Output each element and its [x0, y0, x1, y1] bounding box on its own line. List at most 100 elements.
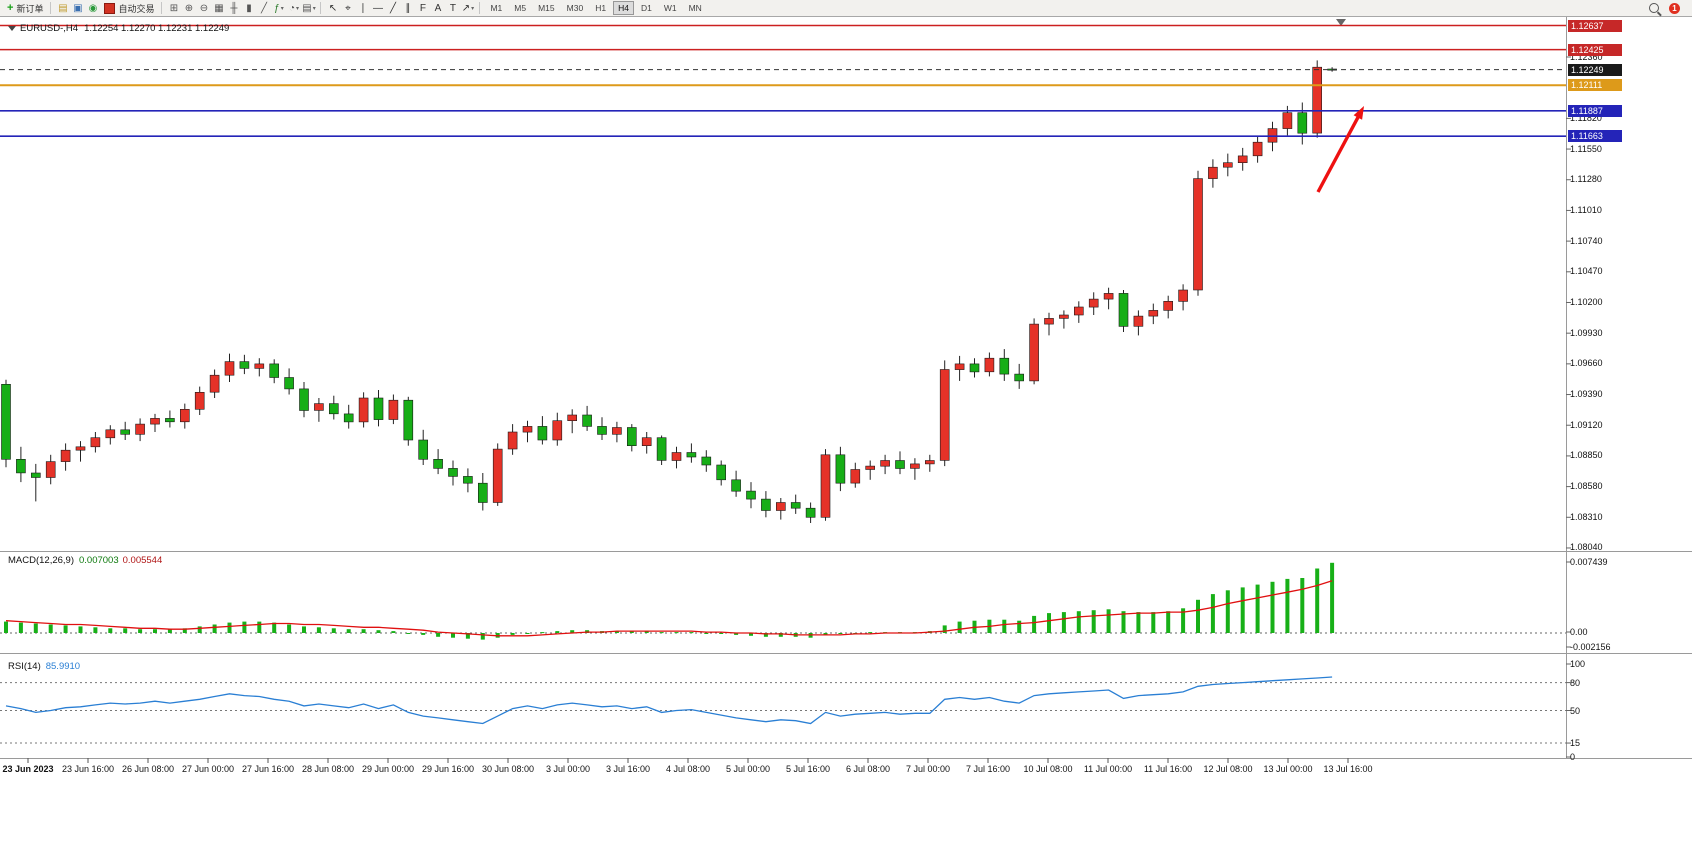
macd-histogram-bar: [555, 631, 560, 633]
zoom-out-icon[interactable]: ⊖: [199, 2, 209, 14]
toolbar-icon-group-panels: ▤ ▣ ◉: [55, 1, 100, 16]
macd-histogram-bar: [778, 633, 783, 637]
macd-histogram-bar: [689, 632, 694, 634]
candlestick: [1014, 363, 1025, 389]
new-chart-icon[interactable]: ⊞: [169, 2, 179, 14]
trend-arrow[interactable]: [1316, 106, 1364, 193]
timeframe-button-d1[interactable]: D1: [640, 3, 652, 13]
candlestick: [1178, 284, 1188, 311]
cursor-icon[interactable]: ↖: [328, 2, 338, 14]
text-label-icon[interactable]: T: [449, 2, 457, 14]
timeframe-button-h4[interactable]: H4: [613, 1, 634, 15]
alerts-icon[interactable]: ◉: [88, 2, 98, 14]
candlestick: [671, 446, 682, 469]
timeframe-button-w1[interactable]: W1: [663, 3, 677, 13]
macd-histogram-bar: [108, 628, 113, 633]
timeframe-button-h1[interactable]: H1: [595, 3, 607, 13]
macd-histogram-bar: [153, 629, 157, 633]
toolbar-icon-group-chart: ⊞ ⊕ ⊖ ▦ ╫ ▮ ╱ ƒ ▾ ◔ ▾ ▤ ▾: [166, 1, 316, 16]
symbol-title: EURUSD-,H4: [20, 23, 79, 34]
vertical-line-icon[interactable]: ∣: [360, 2, 366, 14]
candlestick: [626, 424, 637, 452]
chevron-down-icon: ▾: [471, 5, 475, 12]
macd-histogram-bar: [1017, 620, 1022, 633]
candlestick: [686, 443, 697, 463]
macd-histogram-bar: [525, 633, 530, 634]
trendline-icon[interactable]: ╱: [389, 2, 396, 14]
search-icon[interactable]: [1649, 3, 1659, 13]
macd-histogram-bar: [480, 633, 485, 640]
zoom-in-icon[interactable]: ⊕: [184, 2, 194, 14]
candlestick: [30, 463, 41, 502]
macd-histogram-bar: [18, 622, 23, 633]
candlestick: [1252, 136, 1263, 163]
candlestick: [388, 394, 399, 425]
macd-histogram-bar: [629, 631, 634, 633]
candlestick: [969, 358, 980, 378]
market-watch-icon[interactable]: ▤: [58, 2, 68, 14]
macd-histogram-bar: [719, 633, 724, 634]
macd-histogram-bar: [167, 629, 172, 633]
timeframe-button-m1[interactable]: M1: [490, 3, 503, 13]
chart-shift-marker[interactable]: [1336, 19, 1346, 26]
line-chart-icon[interactable]: ╱: [260, 2, 267, 14]
timeframe-button-m30[interactable]: M30: [566, 3, 584, 13]
text-icon[interactable]: A: [434, 2, 442, 14]
macd-histogram-bar: [1300, 578, 1305, 633]
candlestick: [1, 379, 11, 468]
rsi-title-row: RSI(14) 85.9910: [8, 661, 80, 672]
candlestick: [180, 403, 190, 429]
macd-histogram-bar: [1330, 562, 1335, 633]
macd-histogram-bar: [1061, 612, 1066, 633]
auto-trading-button[interactable]: 自动交易: [101, 1, 157, 16]
crosshair-icon[interactable]: ⌖: [345, 2, 351, 14]
candlestick: [373, 390, 384, 427]
candlestick: [314, 398, 324, 422]
macd-histogram-bar: [78, 626, 83, 633]
timeframe-button-m15[interactable]: M15: [538, 3, 555, 13]
notification-badge[interactable]: 1: [1669, 2, 1680, 14]
arrows-icon[interactable]: ↗ ▾: [461, 2, 475, 14]
candlestick: [343, 404, 354, 429]
toolbar-icon-group-objects: ↖ ⌖ ∣ — ╱ ∥ F A T ↗ ▾: [325, 1, 475, 16]
bar-chart-icon[interactable]: ╫: [230, 2, 238, 14]
chart-collapse-icon[interactable]: [8, 26, 16, 31]
tile-windows-icon[interactable]: ▦: [214, 2, 224, 14]
macd-histogram-bar: [302, 626, 306, 633]
indicators-icon[interactable]: ƒ ▾: [274, 2, 284, 14]
candlestick: [477, 473, 488, 511]
candlestick: [880, 454, 890, 475]
candlestick: [567, 409, 578, 434]
candlestick: [150, 413, 160, 432]
data-window-icon[interactable]: ▣: [73, 2, 83, 14]
templates-icon[interactable]: ▤ ▾: [302, 2, 316, 14]
candlestick: [790, 494, 801, 514]
timeframe-button-mn[interactable]: MN: [688, 3, 702, 13]
candlestick: [1103, 287, 1114, 310]
periods-icon[interactable]: ◔ ▾: [288, 2, 299, 14]
macd-histogram-bar: [406, 633, 411, 634]
macd-histogram-bar: [659, 632, 664, 634]
candlestick: [924, 454, 935, 472]
macd-title-row: MACD(12,26,9) 0.007003 0.005544: [8, 555, 162, 566]
fibonacci-icon[interactable]: F: [419, 2, 427, 14]
candlestick: [984, 352, 995, 377]
candlestick: [835, 446, 846, 492]
macd-histogram-bar: [674, 632, 679, 634]
new-order-button[interactable]: + 新订单: [4, 1, 46, 16]
timeframe-button-m5[interactable]: M5: [514, 3, 527, 13]
macd-histogram-bar: [63, 625, 68, 633]
horizontal-line-icon[interactable]: —: [372, 2, 383, 14]
macd-histogram-bar: [1032, 615, 1037, 633]
macd-histogram-bar: [212, 624, 217, 633]
channel-icon[interactable]: ∥: [405, 2, 411, 14]
toolbar-separator: [50, 2, 52, 14]
rsi-value: 85.9910: [45, 661, 81, 672]
candlestick-chart-icon[interactable]: ▮: [246, 2, 252, 14]
macd-histogram-bar: [823, 633, 828, 635]
macd-histogram-bar: [93, 627, 98, 633]
macd-histogram-bar: [1076, 611, 1081, 633]
macd-histogram-bar: [614, 631, 619, 633]
macd-histogram-bar: [1270, 581, 1275, 633]
